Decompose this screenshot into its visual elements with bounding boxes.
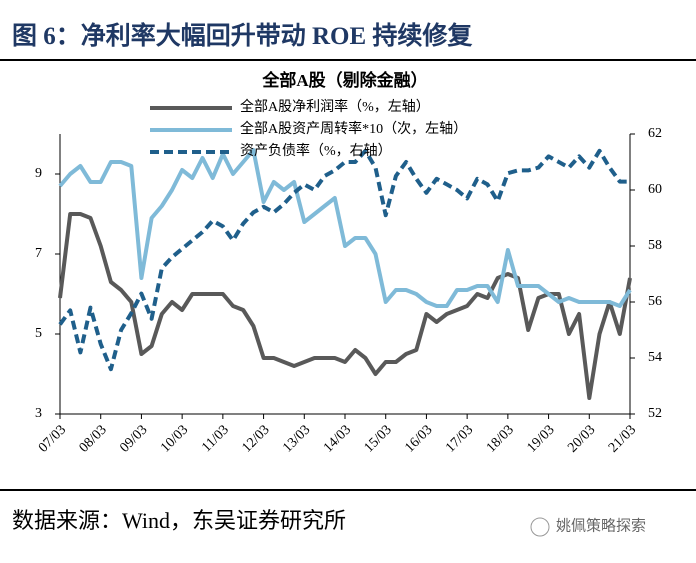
x-tick-label: 17/03 bbox=[443, 422, 476, 455]
x-tick-label: 09/03 bbox=[117, 422, 150, 455]
watermark: 姚佩策略探索 bbox=[556, 517, 646, 534]
series-line bbox=[58, 148, 630, 372]
watermark-icon bbox=[530, 517, 550, 537]
source: 数据来源：Wind，东吴证券研究所 bbox=[12, 508, 346, 533]
x-tick-label: 19/03 bbox=[525, 422, 558, 455]
y2-tick-label: 54 bbox=[648, 350, 662, 365]
x-tick-label: 08/03 bbox=[77, 422, 110, 455]
y2-tick-label: 62 bbox=[648, 126, 662, 141]
legend-label: 资产负债率（%，右轴） bbox=[240, 142, 392, 159]
y2-tick-label: 58 bbox=[648, 238, 662, 253]
x-tick-label: 16/03 bbox=[402, 422, 435, 455]
y2-tick-label: 56 bbox=[648, 294, 662, 309]
chart-title: 全部A股（剔除金融） bbox=[261, 70, 427, 90]
x-tick-label: 12/03 bbox=[240, 422, 273, 455]
x-tick-label: 10/03 bbox=[158, 422, 191, 455]
y-tick-label: 7 bbox=[35, 246, 42, 261]
x-tick-label: 20/03 bbox=[565, 422, 598, 455]
y-tick-label: 9 bbox=[35, 166, 42, 181]
y2-tick-label: 52 bbox=[648, 406, 662, 421]
legend-label: 全部A股净利润率（%，左轴） bbox=[240, 98, 430, 115]
series-line bbox=[58, 148, 632, 308]
y-tick-label: 5 bbox=[35, 326, 42, 341]
x-tick-label: 18/03 bbox=[484, 422, 517, 455]
series-line bbox=[58, 212, 632, 400]
x-tick-label: 21/03 bbox=[606, 422, 639, 455]
legend-label: 全部A股资产周转率*10（次，左轴） bbox=[240, 120, 467, 137]
x-tick-label: 15/03 bbox=[362, 422, 395, 455]
x-tick-label: 13/03 bbox=[280, 422, 313, 455]
x-tick-label: 11/03 bbox=[199, 422, 232, 455]
y2-tick-label: 60 bbox=[648, 182, 662, 197]
y-tick-label: 3 bbox=[35, 406, 42, 421]
x-tick-label: 07/03 bbox=[36, 422, 69, 455]
header-title: 图 6：净利率大幅回升带动 ROE 持续修复 bbox=[12, 21, 473, 50]
x-tick-label: 14/03 bbox=[321, 422, 354, 455]
